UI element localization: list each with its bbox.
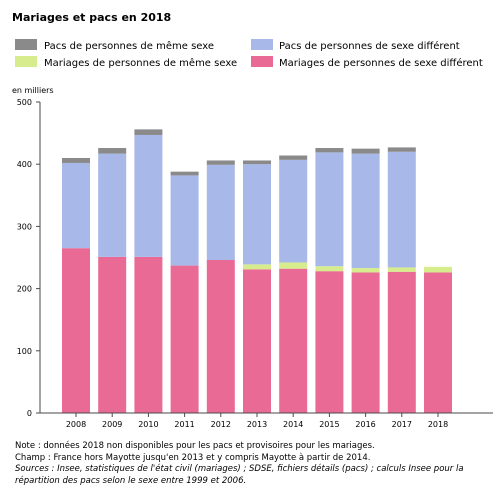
bar-2013-series-0 xyxy=(243,269,271,413)
bar-2008-series-0 xyxy=(62,248,90,413)
bar-2009-series-2 xyxy=(98,153,127,257)
bar-2011-series-0 xyxy=(170,265,199,413)
bar-2015-series-1 xyxy=(315,266,344,272)
bar-2008-series-3 xyxy=(62,157,90,163)
bar-2017-series-0 xyxy=(387,271,416,413)
bars xyxy=(62,129,452,413)
bar-2014-series-0 xyxy=(279,268,308,413)
x-tick-label: 2013 xyxy=(247,420,267,429)
legend: Pacs de personnes de même sexe Mariages … xyxy=(15,39,483,69)
bar-2013-series-3 xyxy=(243,160,271,165)
legend-label-pacs-sexe-different: Pacs de personnes de sexe différent xyxy=(279,40,460,52)
legend-swatch-mariages-meme-sexe xyxy=(15,56,37,67)
bar-2017-series-2 xyxy=(387,151,416,268)
y-axis-unit-label: en milliers xyxy=(12,86,54,95)
legend-swatch-mariages-sexe-different xyxy=(251,56,273,67)
y-axis-ticks: 0 100 200 300 400 500 xyxy=(17,98,40,418)
bar-2014-series-1 xyxy=(279,262,308,269)
bar-2016-series-3 xyxy=(351,148,380,154)
legend-label-pacs-meme-sexe: Pacs de personnes de même sexe xyxy=(44,40,214,52)
y-tick-label: 300 xyxy=(17,222,32,231)
bar-2015-series-3 xyxy=(315,148,344,153)
bar-2012-series-3 xyxy=(206,160,235,165)
scope-line: Champ : France hors Mayotte jusqu'en 201… xyxy=(15,452,371,463)
x-tick-label: 2018 xyxy=(428,420,448,429)
bar-2011-series-2 xyxy=(170,175,199,266)
bar-2010-series-0 xyxy=(134,256,163,413)
chart-title: Mariages et pacs en 2018 xyxy=(12,11,171,24)
bar-2016-series-0 xyxy=(351,272,380,413)
x-tick-label: 2015 xyxy=(319,420,339,429)
bar-2016-series-1 xyxy=(351,268,380,273)
legend-swatch-pacs-meme-sexe xyxy=(15,39,37,50)
bar-2009-series-3 xyxy=(98,148,127,154)
bar-2015-series-0 xyxy=(315,271,344,413)
bar-2010-series-3 xyxy=(134,129,163,135)
x-tick-label: 2011 xyxy=(174,420,194,429)
sources-line: Sources : Insee, statistiques de l'état … xyxy=(15,464,464,486)
x-tick-label: 2012 xyxy=(211,420,231,429)
bar-2011-series-3 xyxy=(170,171,199,176)
legend-label-mariages-sexe-different: Mariages de personnes de sexe différent xyxy=(279,57,483,69)
y-tick-label: 400 xyxy=(17,160,32,169)
legend-swatch-pacs-sexe-different xyxy=(251,39,273,50)
bar-2012-series-2 xyxy=(206,164,235,260)
bar-2012-series-0 xyxy=(206,259,235,413)
bar-2013-series-2 xyxy=(243,164,271,265)
bar-2014-series-2 xyxy=(279,159,308,263)
legend-label-mariages-meme-sexe: Mariages de personnes de même sexe xyxy=(44,57,237,69)
y-tick-label: 0 xyxy=(27,409,32,418)
notes: Note : données 2018 non disponibles pour… xyxy=(15,441,495,487)
bar-2008-series-2 xyxy=(62,162,90,249)
bar-2018-series-0 xyxy=(424,272,452,413)
y-tick-label: 500 xyxy=(17,98,32,107)
bar-2018-series-1 xyxy=(424,266,452,273)
x-tick-label: 2008 xyxy=(66,420,86,429)
x-tick-label: 2009 xyxy=(102,420,122,429)
y-tick-label: 200 xyxy=(17,285,32,294)
bar-2014-series-3 xyxy=(279,155,308,160)
x-tick-label: 2016 xyxy=(355,420,375,429)
x-tick-label: 2017 xyxy=(392,420,412,429)
x-axis-ticks: 2008 2009 2010 2011 2012 2013 2014 2015 2016 2017… xyxy=(66,413,448,429)
bar-2016-series-2 xyxy=(351,153,380,269)
bar-2013-series-1 xyxy=(243,264,271,270)
bar-2009-series-0 xyxy=(98,256,127,413)
bar-2017-series-1 xyxy=(387,267,416,272)
y-tick-label: 100 xyxy=(17,347,32,356)
bar-2015-series-2 xyxy=(315,152,344,267)
bar-2010-series-2 xyxy=(134,134,163,257)
x-tick-label: 2010 xyxy=(138,420,158,429)
bar-2017-series-3 xyxy=(387,147,416,152)
x-tick-label: 2014 xyxy=(283,420,303,429)
note-line: Note : données 2018 non disponibles pour… xyxy=(15,441,375,451)
